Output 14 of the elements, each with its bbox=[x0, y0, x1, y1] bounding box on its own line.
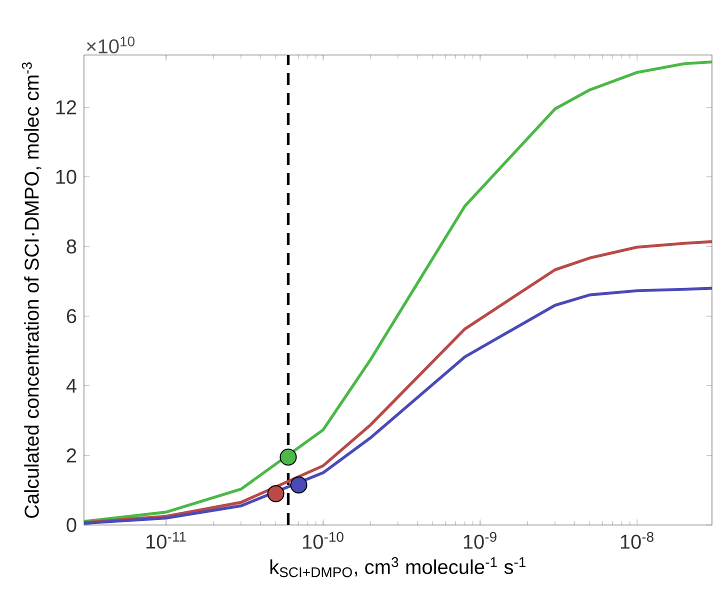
y-tick-label: 12 bbox=[56, 100, 76, 114]
y-axis-title: Calculated concentration of SCI·DMPO, molec cm$^{-3}$ bbox=[22, 62, 42, 518]
y-tick-label: 2 bbox=[66, 448, 76, 462]
text: ×10$^{10}$ bbox=[86, 36, 135, 54]
x-tick-label: 10$^{-9}$ bbox=[464, 532, 496, 549]
y-tick-label: 10 bbox=[56, 170, 76, 184]
y-tick-label: 0 bbox=[66, 518, 76, 532]
y-tick-label: 6 bbox=[66, 309, 76, 324]
y-tick-label: 4 bbox=[66, 378, 76, 393]
x-tick-label: 10$^{-10}$ bbox=[303, 532, 344, 549]
x-axis-title: k$_{SCI+DMPO}$, cm$^{3}$ molecule$^{-1}$ s$^{-1}$ bbox=[270, 557, 526, 578]
y-tick-label: 8 bbox=[66, 239, 76, 254]
x-tick-label: 10$^{-8}$ bbox=[620, 532, 654, 549]
x-tick-label: 10$^{-11}$ bbox=[146, 532, 186, 549]
